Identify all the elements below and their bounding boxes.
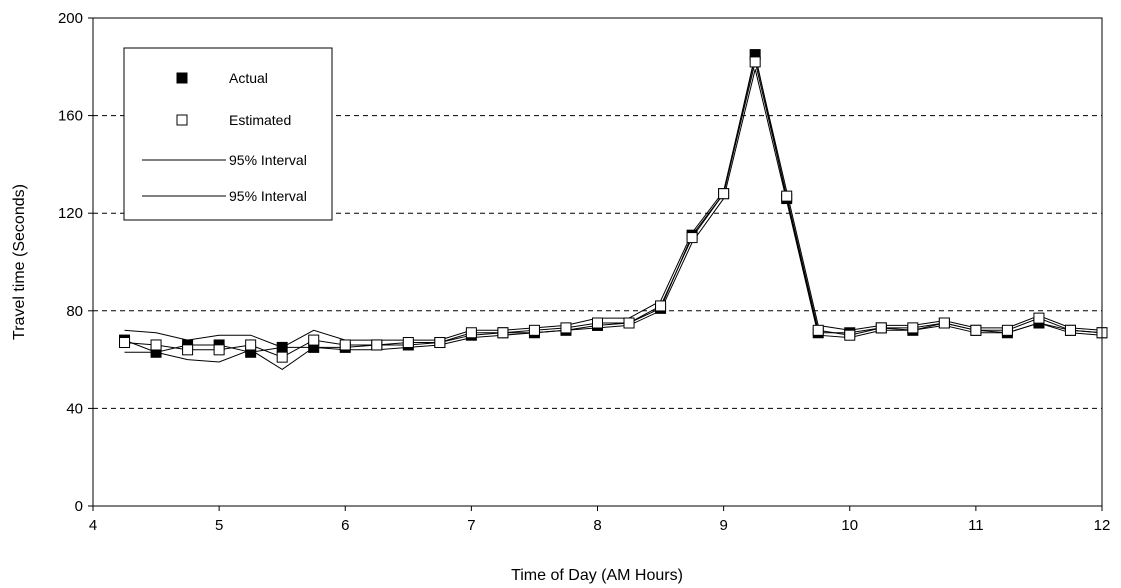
data-point (308, 334, 320, 346)
x-tick-label: 10 (841, 517, 858, 534)
y-axis-title: Travel time (Seconds) (11, 184, 28, 340)
y-tick-label: 200 (58, 10, 83, 27)
y-tick-label: 160 (58, 108, 83, 125)
series-layer (119, 49, 1108, 370)
data-point (907, 322, 919, 334)
data-point (276, 351, 288, 363)
y-tick-label: 80 (66, 303, 83, 320)
data-point (371, 339, 383, 351)
data-point (623, 317, 635, 329)
x-tick-label: 11 (968, 517, 984, 534)
data-point (655, 300, 667, 312)
legend-marker (176, 114, 188, 126)
axes: 0 40 80 120 160 200 4 5 6 7 8 9 10 11 12 (58, 10, 1110, 534)
data-point (119, 337, 131, 349)
data-point (875, 322, 887, 334)
x-axis-title: Time of Day (AM Hours) (511, 567, 683, 584)
y-tick-label: 40 (66, 400, 83, 417)
data-point (276, 341, 288, 353)
data-point (686, 232, 698, 244)
data-point (339, 339, 351, 351)
data-point (150, 339, 162, 351)
data-point (1064, 324, 1076, 336)
data-point (434, 337, 446, 349)
x-tick-label: 9 (719, 517, 727, 534)
data-point (970, 324, 982, 336)
data-point (718, 188, 730, 200)
data-point (497, 327, 509, 339)
x-tick-label: 5 (215, 517, 223, 534)
data-point (844, 329, 856, 341)
x-tick-label: 6 (341, 517, 349, 534)
x-tick-label: 12 (1094, 517, 1111, 534)
data-point (781, 190, 793, 202)
legend: Actual Estimated 95% Interval 95% Interval (123, 47, 333, 221)
legend-label: Estimated (229, 112, 291, 128)
data-point (592, 317, 603, 329)
data-point (938, 317, 950, 329)
legend-label: 95% Interval (229, 152, 307, 168)
data-point (749, 56, 761, 68)
x-tick-label: 7 (467, 517, 475, 534)
data-point (402, 337, 414, 349)
y-tick-label: 120 (58, 205, 83, 222)
data-point (465, 327, 477, 339)
data-point (560, 322, 572, 334)
data-point (528, 324, 540, 336)
x-tick-label: 4 (89, 517, 97, 534)
data-point (213, 344, 225, 356)
data-point (812, 324, 824, 336)
y-tick-label: 0 (75, 498, 83, 515)
x-tick-label: 8 (593, 517, 601, 534)
legend-marker (176, 72, 188, 84)
data-point (245, 339, 257, 351)
legend-label: 95% Interval (229, 188, 307, 204)
data-point (1033, 312, 1045, 324)
data-point (182, 344, 194, 356)
data-point (1001, 324, 1013, 336)
legend-box (123, 47, 333, 221)
legend-label: Actual (229, 70, 268, 86)
